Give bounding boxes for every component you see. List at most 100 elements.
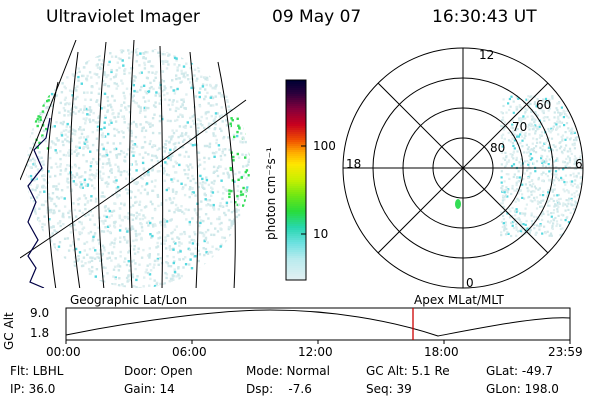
emission-dot <box>206 78 209 81</box>
emission-dot <box>223 245 226 249</box>
polar-emission-dot <box>557 168 560 171</box>
polar-emission-dot <box>529 122 532 125</box>
emission-dot <box>227 108 231 112</box>
emission-dot <box>57 182 61 186</box>
emission-dot <box>77 67 80 70</box>
emission-dot <box>83 194 86 197</box>
emission-dot <box>183 54 186 57</box>
polar-emission-dot <box>501 116 505 119</box>
emission-dot <box>152 225 155 228</box>
emission-dot <box>182 100 185 103</box>
emission-dot <box>40 278 44 281</box>
emission-dot <box>32 290 34 292</box>
emission-dot <box>160 202 164 205</box>
emission-dot <box>247 174 250 177</box>
polar-emission-dot <box>543 225 546 228</box>
emission-dot <box>222 137 225 140</box>
emission-dot <box>58 263 61 267</box>
emission-dot <box>123 238 127 241</box>
colorbar-segment <box>286 152 306 155</box>
emission-dot <box>238 254 241 258</box>
emission-dot <box>175 225 178 228</box>
polar-emission-dot <box>543 119 546 122</box>
emission-dot <box>86 135 89 139</box>
emission-dot <box>155 156 159 159</box>
emission-dot <box>163 88 166 92</box>
emission-dot <box>123 170 126 173</box>
emission-dot <box>198 55 201 58</box>
emission-dot <box>172 240 176 244</box>
emission-dot <box>94 174 97 178</box>
polar-emission-dot <box>578 119 581 122</box>
emission-dot <box>242 284 245 287</box>
emission-dot <box>27 175 31 178</box>
emission-dot <box>26 123 28 126</box>
polar-emission-dot <box>582 189 583 192</box>
emission-dot <box>203 126 206 130</box>
emission-dot <box>215 169 219 172</box>
emission-dot <box>26 190 29 194</box>
colorbar-segment <box>286 162 306 165</box>
polar-emission-dot <box>570 197 573 200</box>
polar-emission-dot <box>511 123 514 126</box>
emission-dot <box>70 174 74 177</box>
polar-emission-dot <box>539 146 542 149</box>
emission-dot <box>198 224 201 228</box>
emission-dot <box>58 48 62 50</box>
emission-dot <box>71 90 74 93</box>
emission-dot <box>202 234 205 238</box>
info-seq: Seq: 39 <box>366 382 412 396</box>
emission-dot <box>244 190 247 193</box>
emission-dot <box>135 60 138 63</box>
emission-dot <box>78 232 82 236</box>
emission-dot <box>48 277 52 281</box>
emission-dot <box>197 126 200 130</box>
emission-dot <box>174 242 177 245</box>
emission-dot <box>133 89 136 93</box>
polar-emission-dot <box>561 137 564 140</box>
emission-dot <box>73 267 76 270</box>
emission-dot <box>197 165 200 168</box>
polar-emission-dot <box>574 136 577 139</box>
emission-dot <box>212 182 216 185</box>
emission-dot <box>162 167 166 170</box>
emission-dot <box>122 136 125 139</box>
emission-dot <box>34 212 37 215</box>
emission-dot <box>89 98 93 101</box>
emission-dot <box>89 165 93 168</box>
emission-dot <box>81 74 84 78</box>
emission-dot <box>132 259 135 262</box>
polar-emission-dot <box>581 130 583 133</box>
emission-dot <box>204 111 208 114</box>
emission-dot <box>143 106 146 110</box>
emission-dot <box>130 227 133 230</box>
info-gc-alt: GC Alt: 5.1 Re <box>366 364 450 378</box>
polar-emission-dot <box>573 131 576 134</box>
emission-dot <box>135 278 138 282</box>
emission-dot <box>180 80 183 83</box>
emission-dot <box>65 54 68 58</box>
emission-dot <box>88 108 92 112</box>
colorbar-segment <box>286 272 306 275</box>
emission-dot <box>216 80 220 84</box>
emission-dot <box>60 134 64 137</box>
emission-dot <box>181 187 184 191</box>
emission-dot <box>160 223 163 227</box>
emission-dot <box>138 153 141 156</box>
emission-dot <box>30 178 34 181</box>
emission-dot <box>114 277 117 281</box>
polar-emission-dot <box>534 111 537 114</box>
polar-emission-dot <box>550 220 553 223</box>
colorbar-segment <box>286 88 306 91</box>
emission-dot <box>26 199 27 202</box>
emission-dot <box>243 277 247 280</box>
polar-emission-dot <box>583 111 585 113</box>
polar-emission-dot <box>511 127 515 130</box>
emission-dot <box>213 179 216 183</box>
emission-dot <box>111 108 114 112</box>
polar-emission-dot <box>510 164 514 168</box>
polar-emission-dot <box>569 150 572 153</box>
emission-dot <box>147 106 150 110</box>
emission-dot <box>65 102 68 105</box>
longitude-line <box>217 61 236 288</box>
